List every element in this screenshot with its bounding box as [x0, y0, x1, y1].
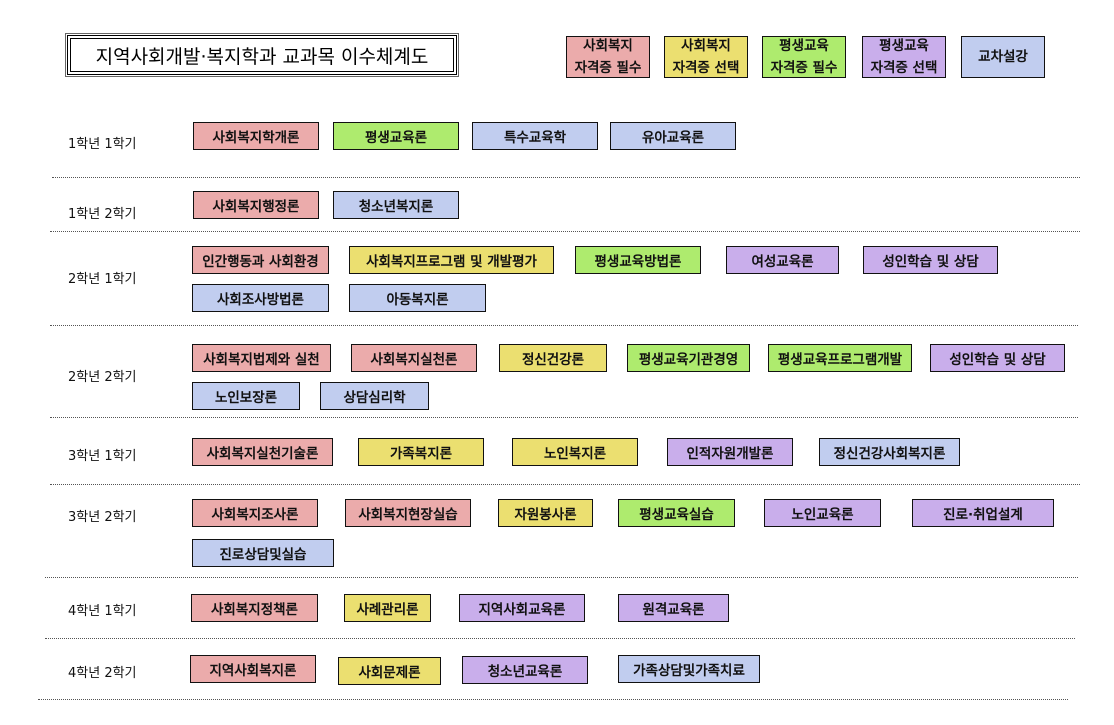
course-box: 노인보장론 [192, 382, 300, 410]
course-box: 인간행동과 사회환경 [192, 246, 329, 274]
course-box: 평생교육프로그램개발 [768, 344, 912, 372]
course-box: 평생교육론 [333, 122, 459, 150]
legend-line: 자격증 선택 [870, 60, 938, 76]
semester-divider [52, 177, 1080, 178]
course-box: 가족상담및가족치료 [618, 655, 760, 683]
course-box: 사회복지법제와 실천 [192, 344, 331, 372]
legend-line: 평생교육 [779, 38, 829, 54]
course-box: 가족복지론 [358, 438, 484, 466]
course-box: 정신건강사회복지론 [819, 438, 960, 466]
course-box: 사례관리론 [344, 594, 431, 622]
course-box: 진로·취업설계 [912, 499, 1054, 527]
course-box: 사회복지현장실습 [345, 499, 471, 527]
course-box: 청소년복지론 [333, 191, 459, 219]
course-box: 상담심리학 [320, 382, 429, 410]
course-box: 평생교육방법론 [575, 246, 701, 274]
legend-line: 자격증 필수 [770, 60, 838, 76]
semester-label: 3학년 1학기 [68, 449, 137, 464]
course-box: 평생교육기관경영 [627, 344, 750, 372]
semester-divider [50, 325, 1078, 326]
semester-label: 3학년 2학기 [68, 510, 137, 525]
course-box: 지역사회교육론 [459, 594, 585, 622]
legend-line: 사회복지 [583, 38, 633, 54]
legend-line: 교차설강 [978, 49, 1028, 65]
semester-label: 1학년 2학기 [68, 207, 137, 222]
course-box: 진로상담및실습 [192, 539, 334, 567]
semester-divider [45, 577, 1078, 578]
semester-divider [45, 638, 1075, 639]
legend-line: 자격증 필수 [574, 60, 642, 76]
course-box: 정신건강론 [499, 344, 607, 372]
course-box: 원격교육론 [618, 594, 729, 622]
legend-item: 교차설강 [961, 36, 1045, 78]
course-box: 아동복지론 [349, 284, 486, 312]
course-box: 인적자원개발론 [667, 438, 793, 466]
course-box: 사회복지실천론 [351, 344, 477, 372]
course-box: 성인학습 및 상담 [863, 246, 998, 274]
course-box: 사회복지조사론 [192, 499, 318, 527]
legend-line: 사회복지 [681, 38, 731, 54]
course-box: 특수교육학 [472, 122, 598, 150]
semester-label: 2학년 1학기 [68, 272, 137, 287]
semester-divider [50, 231, 1080, 232]
course-box: 평생교육실습 [618, 499, 735, 527]
course-box: 지역사회복지론 [190, 655, 316, 683]
semester-divider [50, 484, 1080, 485]
course-box: 사회복지프로그램 및 개발평가 [349, 246, 554, 274]
semester-label: 4학년 2학기 [68, 666, 137, 681]
semester-label: 1학년 1학기 [68, 137, 137, 152]
course-box: 사회조사방법론 [192, 284, 329, 312]
course-box: 유아교육론 [610, 122, 736, 150]
course-box: 성인학습 및 상담 [930, 344, 1065, 372]
semester-divider [38, 699, 1068, 700]
semester-divider [50, 417, 1078, 418]
course-box: 사회복지실천기술론 [192, 438, 333, 466]
course-box: 사회복지정책론 [191, 594, 318, 622]
legend-line: 평생교육 [879, 38, 929, 54]
course-box: 자원봉사론 [498, 499, 593, 527]
page-title: 지역사회개발·복지학과 교과목 이수체계도 [65, 33, 459, 77]
course-box: 사회문제론 [338, 657, 441, 685]
course-box: 사회복지행정론 [193, 191, 319, 219]
course-box: 청소년교육론 [462, 656, 588, 684]
course-box: 여성교육론 [726, 246, 839, 274]
semester-label: 4학년 1학기 [68, 604, 137, 619]
legend-line: 자격증 선택 [672, 60, 740, 76]
course-box: 노인복지론 [512, 438, 638, 466]
course-box: 노인교육론 [764, 499, 881, 527]
semester-label: 2학년 2학기 [68, 370, 137, 385]
course-box: 사회복지학개론 [193, 122, 319, 150]
